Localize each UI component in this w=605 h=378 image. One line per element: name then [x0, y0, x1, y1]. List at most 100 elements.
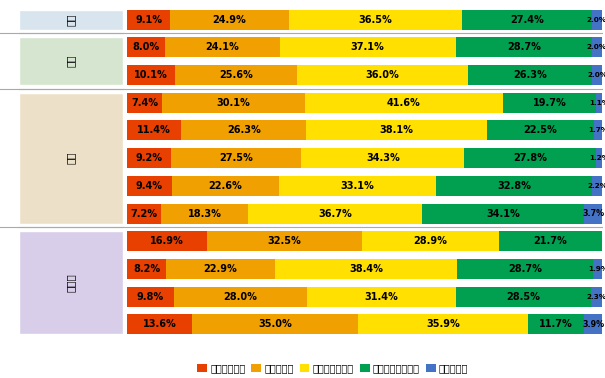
Bar [591, 287, 602, 307]
Text: 7.4%: 7.4% [131, 98, 158, 108]
Text: 11.7%: 11.7% [539, 319, 573, 330]
Bar [127, 176, 172, 196]
Text: 33.1%: 33.1% [341, 181, 374, 191]
Bar [172, 176, 279, 196]
Bar [301, 148, 464, 168]
Bar [503, 93, 597, 113]
Text: 9.4%: 9.4% [136, 181, 163, 191]
Bar [166, 259, 275, 279]
Bar [584, 314, 603, 335]
Bar [127, 121, 181, 140]
Text: 3.9%: 3.9% [582, 320, 604, 329]
Text: 35.0%: 35.0% [258, 319, 292, 330]
Bar [127, 9, 170, 29]
Bar [19, 93, 123, 223]
Text: 1.2%: 1.2% [589, 155, 605, 161]
Text: 22.5%: 22.5% [523, 125, 557, 135]
Text: 28.5%: 28.5% [506, 292, 540, 302]
Bar [275, 259, 457, 279]
Bar [597, 148, 602, 168]
Bar [307, 287, 456, 307]
Text: 32.5%: 32.5% [267, 236, 301, 246]
Bar [127, 93, 162, 113]
Bar [296, 65, 468, 85]
Bar [462, 9, 592, 29]
Bar [594, 259, 603, 279]
Text: 27.5%: 27.5% [219, 153, 253, 163]
Bar [280, 37, 456, 57]
Bar [127, 65, 175, 85]
Text: 28.7%: 28.7% [508, 264, 542, 274]
Text: 36.7%: 36.7% [318, 209, 352, 218]
Bar [289, 9, 462, 29]
Bar [171, 148, 301, 168]
Text: 11.4%: 11.4% [137, 125, 171, 135]
Text: 1.1%: 1.1% [589, 100, 605, 106]
Bar [422, 204, 584, 223]
Text: 全体: 全体 [66, 13, 76, 26]
Text: 性別: 性別 [66, 55, 76, 67]
Text: 9.2%: 9.2% [136, 153, 162, 163]
Text: 2.0%: 2.0% [587, 72, 605, 78]
Text: 9.8%: 9.8% [137, 292, 164, 302]
Text: 34.3%: 34.3% [366, 153, 400, 163]
Bar [362, 231, 499, 251]
Text: 25.6%: 25.6% [219, 70, 253, 80]
Text: 10.1%: 10.1% [134, 70, 168, 80]
Text: 28.0%: 28.0% [223, 292, 257, 302]
Bar [162, 93, 305, 113]
Bar [456, 287, 591, 307]
Bar [594, 121, 602, 140]
Bar [592, 37, 601, 57]
Text: 22.6%: 22.6% [209, 181, 242, 191]
Bar [279, 176, 436, 196]
Text: 38.1%: 38.1% [379, 125, 413, 135]
Text: 24.1%: 24.1% [205, 42, 239, 52]
Text: 41.6%: 41.6% [387, 98, 421, 108]
Bar [248, 204, 422, 223]
Text: 9.1%: 9.1% [135, 14, 162, 25]
Bar [597, 93, 601, 113]
Text: 8.2%: 8.2% [133, 264, 160, 274]
Bar [468, 65, 592, 85]
Bar [306, 121, 487, 140]
Text: 13.6%: 13.6% [142, 319, 176, 330]
Bar [127, 314, 192, 335]
Bar [584, 204, 602, 223]
Text: 27.4%: 27.4% [510, 14, 544, 25]
Text: 32.8%: 32.8% [497, 181, 531, 191]
Text: 1.9%: 1.9% [588, 266, 605, 272]
Text: 27.8%: 27.8% [513, 153, 547, 163]
Bar [162, 204, 248, 223]
Bar [19, 231, 123, 335]
Text: 8.0%: 8.0% [132, 42, 160, 52]
Text: 34.1%: 34.1% [486, 209, 520, 218]
Bar [127, 231, 208, 251]
Text: 26.3%: 26.3% [513, 70, 547, 80]
Text: 18.3%: 18.3% [188, 209, 221, 218]
Text: 36.0%: 36.0% [365, 70, 399, 80]
Text: 28.9%: 28.9% [413, 236, 447, 246]
Text: 19.7%: 19.7% [532, 98, 566, 108]
Bar [165, 37, 280, 57]
Text: 21.7%: 21.7% [534, 236, 567, 246]
Text: 2.2%: 2.2% [587, 183, 605, 189]
Bar [592, 65, 602, 85]
Bar [192, 314, 358, 335]
Text: 28.7%: 28.7% [507, 42, 541, 52]
Bar [436, 176, 592, 196]
Legend: とても感じる, まあ感じる, あまり感じない, まったく感じない, わからない: とても感じる, まあ感じる, あまり感じない, まったく感じない, わからない [197, 363, 468, 373]
Bar [305, 93, 503, 113]
Bar [19, 37, 123, 85]
Text: 38.4%: 38.4% [349, 264, 383, 274]
Text: 2.3%: 2.3% [586, 294, 605, 300]
Text: 37.1%: 37.1% [351, 42, 384, 52]
Text: 年齢: 年齢 [66, 152, 76, 164]
Bar [181, 121, 306, 140]
Bar [127, 37, 165, 57]
Text: 35.9%: 35.9% [427, 319, 460, 330]
Bar [487, 121, 594, 140]
Text: 24.9%: 24.9% [212, 14, 246, 25]
Text: 22.9%: 22.9% [203, 264, 237, 274]
Bar [457, 259, 594, 279]
